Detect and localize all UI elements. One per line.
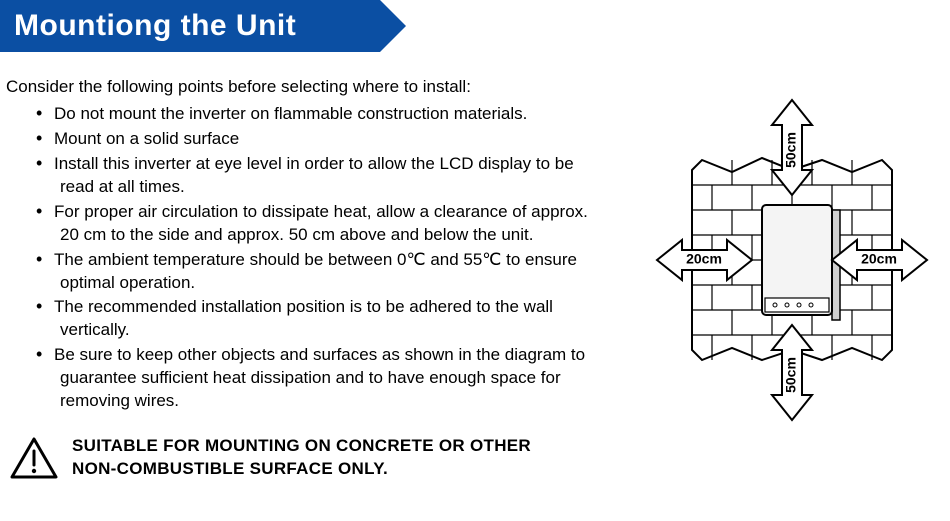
banner-title: Mountiong the Unit [0,9,296,43]
warning-icon [10,437,58,479]
content-area: Consider the following points before sel… [0,52,950,481]
text-column: Consider the following points before sel… [6,70,642,481]
intro-text: Consider the following points before sel… [6,76,642,99]
warning-line1: SUITABLE FOR MOUNTING ON CONCRETE OR OTH… [72,436,531,455]
diagram-column: 50cm 50cm 20cm 20cm [642,70,942,481]
label-top: 50cm [783,132,799,168]
label-bottom: 50cm [783,357,799,393]
bullet-item: For proper air circulation to dissipate … [36,201,642,247]
bullet-text-cont: guarantee sufficient heat dissipation an… [54,367,642,390]
bullet-list: Do not mount the inverter on flammable c… [6,103,642,413]
bullet-item: Do not mount the inverter on flammable c… [36,103,642,126]
label-right: 20cm [861,251,897,267]
warning-line2: NON-COMBUSTIBLE SURFACE ONLY. [72,459,388,478]
bullet-text-cont: read at all times. [54,176,642,199]
bullet-text-cont: removing wires. [54,390,642,413]
bullet-item: The recommended installation position is… [36,296,642,342]
label-left: 20cm [686,251,722,267]
bullet-text: Mount on a solid surface [54,129,239,148]
bullet-item: Be sure to keep other objects and surfac… [36,344,642,413]
bullet-text-cont: 20 cm to the side and approx. 50 cm abov… [54,224,642,247]
bullet-text-cont: optimal operation. [54,272,642,295]
bullet-text: Install this inverter at eye level in or… [54,154,574,173]
warning-row: SUITABLE FOR MOUNTING ON CONCRETE OR OTH… [6,435,642,481]
bullet-item: Install this inverter at eye level in or… [36,153,642,199]
bullet-item: Mount on a solid surface [36,128,642,151]
bullet-text: For proper air circulation to dissipate … [54,202,588,221]
warning-text: SUITABLE FOR MOUNTING ON CONCRETE OR OTH… [72,435,531,481]
bullet-item: The ambient temperature should be betwee… [36,249,642,295]
clearance-diagram: 50cm 50cm 20cm 20cm [647,80,937,440]
bullet-text: The ambient temperature should be betwee… [54,250,577,269]
bullet-text-cont: vertically. [54,319,642,342]
bullet-text: Be sure to keep other objects and surfac… [54,345,585,364]
title-banner: Mountiong the Unit [0,0,950,52]
bullet-text: Do not mount the inverter on flammable c… [54,104,527,123]
bullet-text: The recommended installation position is… [54,297,553,316]
